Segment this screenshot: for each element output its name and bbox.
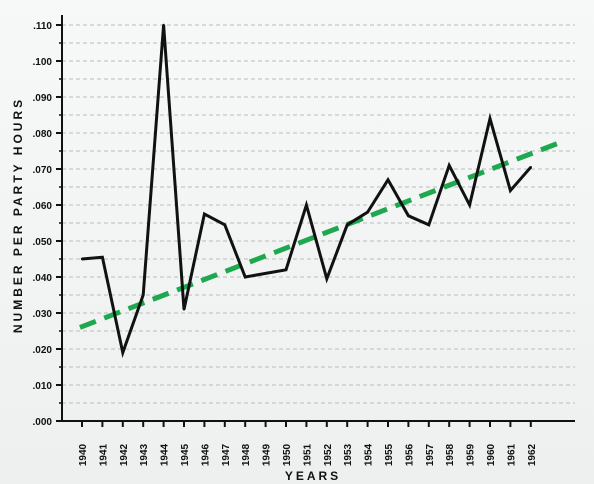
- x-tick-label: 1948: [241, 443, 252, 466]
- x-tick-label: 1950: [282, 443, 293, 466]
- x-tick-label: 1955: [384, 443, 395, 466]
- x-tick-label: 1947: [221, 443, 232, 466]
- grid-lines: [62, 24, 575, 404]
- data-point: [488, 117, 492, 120]
- x-axis: 1940 1941 1942 1943 1944 1945 1946 1947 1948 1949…: [62, 420, 575, 466]
- data-point: [386, 178, 390, 181]
- data-point: [121, 351, 125, 354]
- trend-line: [79, 139, 563, 330]
- y-axis: .000 .010 .020 .030 .040 .050 .060 .070 .080 .090…: [33, 15, 63, 428]
- x-tick-label: 1943: [139, 443, 150, 466]
- y-tick-label: .080: [33, 129, 53, 140]
- x-tick-label: 1960: [486, 443, 497, 466]
- data-point: [264, 272, 267, 275]
- data-line: [81, 24, 532, 359]
- y-tick-label: .050: [33, 237, 53, 248]
- y-tick-label: .000: [33, 417, 53, 428]
- data-point: [529, 166, 532, 169]
- data-point: [366, 211, 369, 214]
- data-point: [80, 257, 84, 261]
- data-point: [509, 189, 512, 192]
- data-point: [284, 268, 288, 271]
- y-tick-label: .020: [33, 345, 53, 356]
- data-point: [203, 212, 206, 216]
- data-point: [244, 275, 247, 279]
- data-point: [407, 214, 410, 217]
- x-tick-label: 1944: [160, 443, 171, 466]
- x-axis-title: YEARS: [285, 469, 341, 483]
- y-tick-label: .030: [33, 309, 53, 320]
- x-tick-label: 1945: [180, 443, 191, 466]
- x-tick-label: 1958: [445, 443, 456, 466]
- data-point: [448, 164, 451, 167]
- y-tick-label: .110: [33, 21, 52, 32]
- x-tick-label: 1961: [506, 443, 517, 466]
- x-tick-label: 1951: [302, 443, 313, 466]
- x-tick-label: 1959: [466, 443, 477, 466]
- y-tick-label: .040: [33, 273, 53, 284]
- x-tick-label: 1953: [343, 443, 354, 466]
- data-point: [223, 223, 226, 226]
- data-point: [305, 203, 308, 207]
- data-point: [182, 308, 186, 311]
- y-tick-label: .010: [33, 381, 53, 392]
- data-point: [427, 223, 430, 226]
- data-point: [346, 223, 349, 226]
- x-tick-label: 1940: [78, 443, 89, 466]
- data-line-layer: [80, 23, 532, 359]
- trend-line-layer: [79, 139, 563, 330]
- x-tick-label: 1954: [364, 443, 375, 466]
- data-point: [142, 293, 145, 297]
- data-point: [468, 203, 471, 207]
- x-tick-label: 1942: [119, 443, 130, 466]
- data-point: [325, 277, 328, 280]
- x-tick-label: 1949: [262, 443, 273, 466]
- y-tick-label: .060: [33, 201, 53, 212]
- y-axis-title: NUMBER PER PARTY HOURS: [11, 97, 25, 333]
- y-tick-label: .070: [33, 165, 53, 176]
- x-tick-label: 1946: [200, 443, 211, 466]
- y-tick-label: .100: [33, 57, 53, 68]
- x-tick-label: 1957: [425, 443, 436, 466]
- data-point: [101, 256, 104, 259]
- x-tick-label: 1956: [404, 443, 415, 466]
- x-tick-label: 1941: [98, 443, 109, 466]
- y-tick-label: .090: [33, 93, 53, 104]
- data-point: [162, 23, 165, 27]
- x-tick-label: 1952: [323, 443, 334, 466]
- x-tick-label: 1962: [527, 443, 538, 466]
